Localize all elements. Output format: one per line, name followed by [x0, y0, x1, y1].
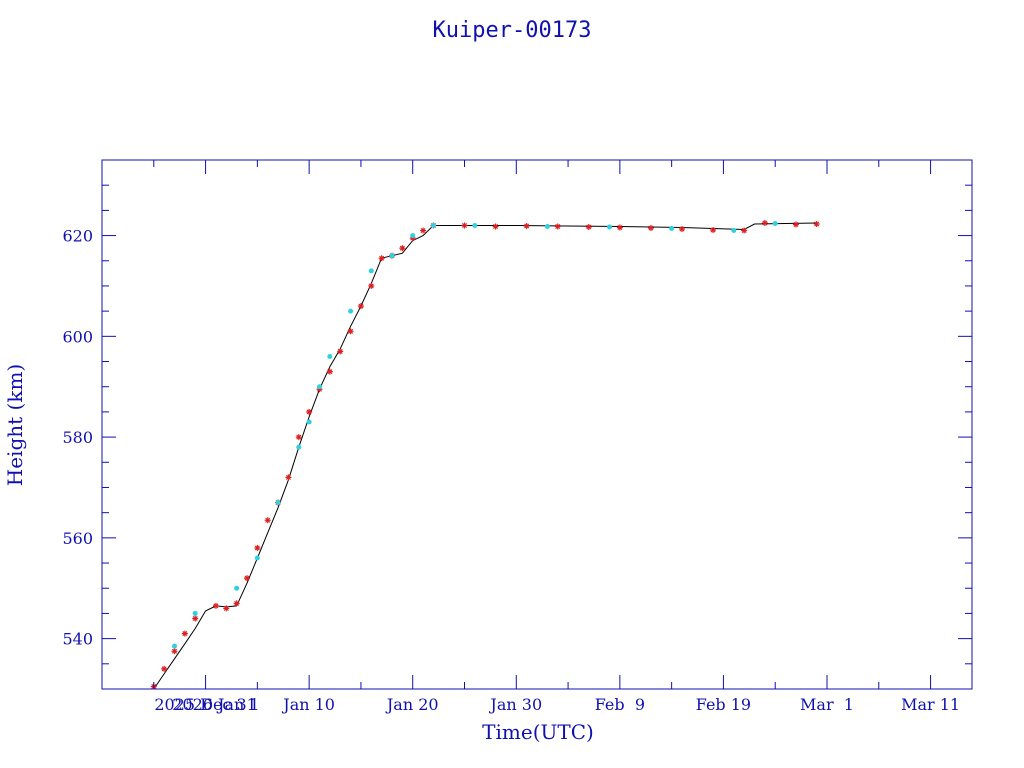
- red-star-point: [285, 474, 292, 481]
- red-star-point: [171, 648, 178, 655]
- series-layer: [150, 219, 820, 690]
- cyan-dot-point: [731, 228, 737, 234]
- cyan-dot-point: [296, 444, 302, 450]
- red-star-point: [761, 219, 768, 226]
- cyan-dot-point: [472, 222, 478, 228]
- red-star-point: [181, 630, 188, 637]
- x-tick-label: 2026 Jan 1: [172, 695, 259, 714]
- x-tick-label: Jan 30: [488, 695, 542, 714]
- red-star-point: [368, 282, 375, 289]
- red-star-point: [254, 544, 261, 551]
- red-star-point: [244, 575, 250, 582]
- red-star-point: [523, 222, 530, 229]
- y-tick-label: 580: [62, 428, 93, 447]
- red-star-point: [616, 224, 623, 231]
- red-star-point: [347, 328, 354, 335]
- y-tick-label: 620: [62, 227, 93, 246]
- red-star-point: [337, 348, 344, 355]
- red-star-point: [357, 303, 364, 310]
- y-tick-label: 600: [62, 327, 93, 346]
- cyan-dot-point: [234, 585, 240, 591]
- plot-frame: [101, 159, 973, 690]
- x-tick-label: Mar 11: [901, 695, 960, 714]
- red-star-point: [710, 227, 717, 234]
- cyan-dot-point: [368, 268, 374, 274]
- cyan-dot-point: [192, 610, 198, 616]
- plot-area: [101, 159, 973, 690]
- red-star-point: [192, 615, 199, 622]
- red-star-point: [492, 223, 499, 230]
- cyan-dot-point: [544, 224, 550, 230]
- red-star-point: [223, 605, 230, 612]
- y-axis-label: Height (km): [3, 364, 27, 486]
- red-star-point: [295, 434, 302, 441]
- x-tick-label: 2025 Dec 31: [154, 695, 257, 714]
- red-star-point: [212, 602, 219, 609]
- red-star-point: [378, 255, 385, 262]
- red-star-point: [420, 227, 427, 234]
- chart-title: Kuiper-00173: [433, 18, 592, 43]
- cyan-dot-point: [389, 253, 395, 259]
- x-axis-label: Time(UTC): [482, 720, 594, 744]
- red-star-point: [792, 221, 799, 228]
- cyan-dot-point: [327, 353, 333, 359]
- red-star-point: [585, 224, 592, 231]
- red-star-point: [264, 517, 271, 524]
- cyan-dot-point: [317, 384, 322, 390]
- red-star-point: [161, 665, 168, 672]
- red-star-point: [461, 222, 468, 229]
- red-star-point: [326, 368, 333, 375]
- red-star-point: [813, 220, 820, 227]
- cyan-dot-point: [172, 643, 177, 649]
- cyan-dot-point: [430, 222, 436, 228]
- cyan-dot-point: [410, 233, 416, 239]
- red-star-point: [647, 225, 654, 232]
- red-star-point: [233, 600, 240, 607]
- cyan-dot-point: [306, 419, 312, 425]
- x-tick-label: Mar 1: [800, 695, 854, 714]
- x-tick-label: Feb 9: [595, 695, 645, 714]
- y-tick-label: 560: [62, 529, 93, 548]
- cyan-dot-point: [607, 224, 612, 230]
- red-star-point: [554, 223, 561, 230]
- x-tick-label: Jan 10: [281, 695, 335, 714]
- cyan-dot-point: [669, 226, 675, 232]
- y-tick-label: 540: [62, 630, 93, 649]
- red-star-point: [306, 408, 313, 415]
- cyan-dot-point: [275, 500, 281, 506]
- red-star-point: [741, 227, 748, 234]
- cyan-dot-point: [348, 308, 354, 314]
- trend-line: [153, 222, 817, 690]
- red-star-point: [399, 245, 406, 252]
- x-tick-label: Feb 19: [696, 695, 751, 714]
- cyan-dot-point: [254, 555, 260, 561]
- x-tick-label: Jan 20: [385, 695, 439, 714]
- cyan-dot-point: [772, 220, 778, 226]
- red-star-point: [679, 226, 685, 233]
